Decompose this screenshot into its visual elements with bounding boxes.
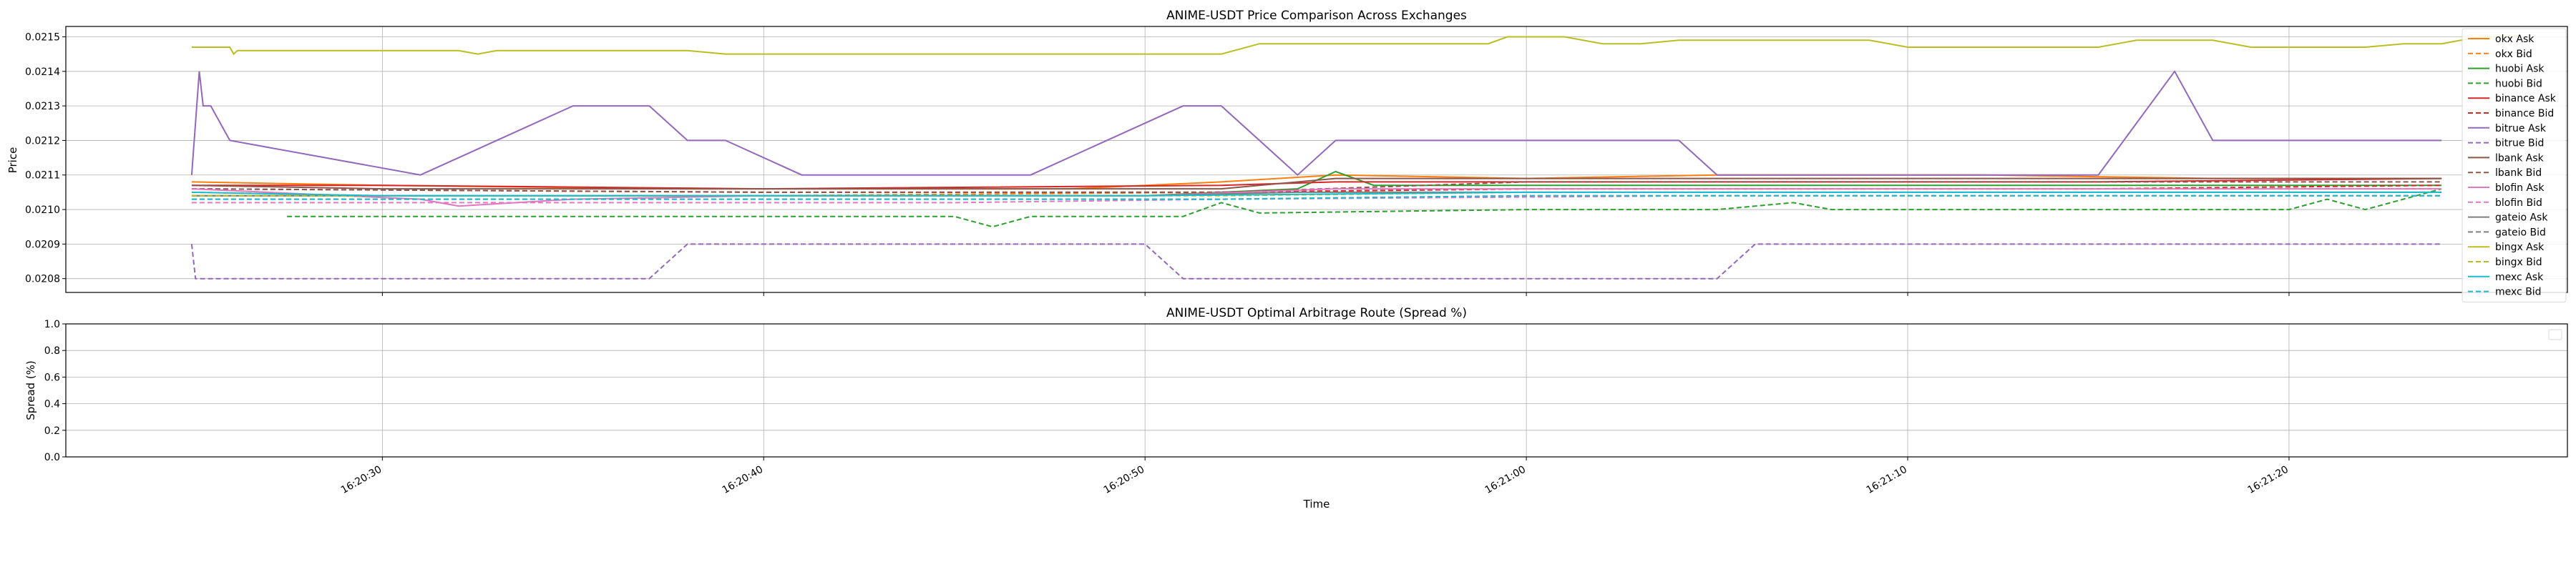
legend-entry: bitrue Ask <box>2495 123 2547 134</box>
legend-entry: okx Ask <box>2495 34 2534 45</box>
legend-entry: mexc Ask <box>2495 272 2544 283</box>
price-y-tick-label: 0.0210 <box>25 204 60 216</box>
spread-y-tick-label: 0.8 <box>44 345 60 357</box>
spread-y-tick-label: 0.0 <box>44 452 60 463</box>
series-lbank-bid <box>191 181 2442 193</box>
legend-entry: lbank Bid <box>2495 167 2542 179</box>
x-tick-label: 16:21:10 <box>1865 464 1909 496</box>
price-y-tick-label: 0.0209 <box>25 239 60 250</box>
series-bitrue-bid <box>190 243 2442 280</box>
spread-chart-title: ANIME-USDT Optimal Arbitrage Route (Spre… <box>1166 306 1467 320</box>
series-bitrue-ask <box>190 69 2442 177</box>
legend-entry: okx Bid <box>2495 49 2532 60</box>
legend-entry: binance Ask <box>2495 93 2557 104</box>
price-y-tick-label: 0.0211 <box>25 170 60 182</box>
legend-entry: mexc Bid <box>2495 287 2542 298</box>
legend-entry: lbank Ask <box>2495 152 2545 164</box>
series-bingx-ask <box>191 36 2518 56</box>
legend-entry: blofin Bid <box>2495 197 2542 209</box>
spread-x-ticks: 16:20:30 16:20:40 16:20:50 16:21:00 16:21:10… <box>339 457 2290 496</box>
price-y-axis-label: Price <box>6 147 19 174</box>
price-chart: ANIME-USDT Price Comparison Across Excha… <box>6 9 2568 302</box>
legend-box <box>2462 28 2567 302</box>
price-y-ticks: 0.0208 0.0209 0.0210 0.0211 0.0212 0.0213 0.02… <box>25 31 66 285</box>
series-lbank-ask <box>191 177 2442 190</box>
legend-entry: gateio Ask <box>2495 212 2548 224</box>
x-tick-label: 16:20:40 <box>721 464 765 496</box>
spread-chart: ANIME-USDT Optimal Arbitrage Route (Spre… <box>24 306 2568 511</box>
spread-y-axis-label: Spread (%) <box>24 360 37 420</box>
spread-legend-empty <box>2548 329 2562 340</box>
spread-y-tick-label: 0.2 <box>44 425 60 437</box>
price-y-tick-label: 0.0214 <box>25 66 60 78</box>
spread-grid <box>66 323 2567 458</box>
price-y-tick-label: 0.0215 <box>25 31 60 43</box>
x-tick-label: 16:21:20 <box>2245 464 2290 496</box>
price-chart-title: ANIME-USDT Price Comparison Across Excha… <box>1166 9 1467 23</box>
x-axis-label: Time <box>1303 498 1330 511</box>
series-mexc-bid <box>191 194 2442 200</box>
series-mexc-ask <box>191 191 2442 197</box>
x-tick-label: 16:20:30 <box>339 464 384 496</box>
legend-entry: bingx Bid <box>2495 257 2542 268</box>
series-huobi-bid <box>287 188 2442 228</box>
price-grid <box>66 26 2567 292</box>
price-y-tick-label: 0.0208 <box>25 274 60 285</box>
spread-plot-frame <box>65 323 2568 458</box>
legend-entry: huobi Ask <box>2495 64 2545 75</box>
spread-y-tick-label: 0.6 <box>44 372 60 383</box>
x-tick-label: 16:21:00 <box>1483 464 1528 496</box>
spread-y-ticks: 0.0 0.2 0.4 0.6 0.8 1.0 <box>44 319 66 463</box>
price-legend: okx Ask okx Bid huobi Ask huobi Bid binance … <box>2462 28 2567 302</box>
legend-entry: gateio Bid <box>2495 227 2546 238</box>
price-y-tick-label: 0.0212 <box>25 135 60 147</box>
spread-y-tick-label: 0.4 <box>44 399 60 410</box>
price-y-tick-label: 0.0213 <box>25 101 60 112</box>
spread-y-tick-label: 1.0 <box>44 319 60 330</box>
price-series <box>190 36 2518 280</box>
legend-entry: huobi Bid <box>2495 78 2542 89</box>
legend-entry: bingx Ask <box>2495 242 2545 253</box>
price-plot-frame <box>65 26 2568 293</box>
legend-entry: bitrue Bid <box>2495 138 2544 149</box>
price-x-ticks <box>381 292 2290 296</box>
series-blofin-ask <box>191 188 2442 207</box>
legend-entry: blofin Ask <box>2495 182 2545 194</box>
x-tick-label: 16:20:50 <box>1102 464 1146 496</box>
legend-entry: binance Bid <box>2495 108 2554 119</box>
